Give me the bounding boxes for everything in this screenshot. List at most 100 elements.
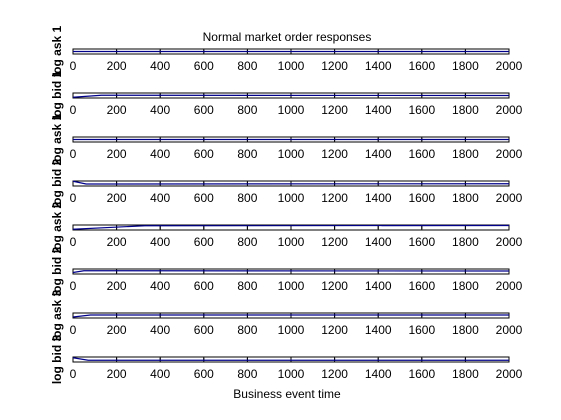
- x-tick-label: 600: [194, 367, 214, 381]
- subplot-6: 0 200 400 600 800 1000 1200 1400 1600 1800 2000 log…: [50, 247, 523, 297]
- x-tick-label: 1400: [365, 147, 392, 161]
- x-tick-label: 400: [150, 191, 170, 205]
- x-tick-label: 600: [194, 279, 214, 293]
- x-tick-label: 1400: [365, 191, 392, 205]
- y-axis-label: log ask 3: [50, 289, 64, 341]
- x-tick-label: 1400: [365, 323, 392, 337]
- series-line: [72, 94, 510, 98]
- x-tick-label: 2000: [496, 103, 523, 117]
- x-tick-label: 1200: [321, 279, 348, 293]
- x-tick-label: 1800: [452, 235, 479, 249]
- x-tick-label: 200: [107, 103, 127, 117]
- x-tick-label: 600: [194, 191, 214, 205]
- subplot-2: 0 200 400 600 800 1000 1200 1400 1600 1800 2000 log…: [50, 71, 523, 121]
- x-tick-label: 1800: [452, 191, 479, 205]
- x-tick-label: 800: [237, 323, 257, 337]
- x-tick-label: 1600: [408, 103, 435, 117]
- x-tick-label: 400: [150, 323, 170, 337]
- x-tick-label: 1200: [321, 147, 348, 161]
- x-tick-label: 2000: [496, 367, 523, 381]
- x-tick-label: 2000: [496, 323, 523, 337]
- x-tick-label: 0: [70, 323, 77, 337]
- x-tick-label: 200: [107, 235, 127, 249]
- series-line: [72, 180, 510, 185]
- x-tick-label: 400: [150, 235, 170, 249]
- x-tick-label: 800: [237, 279, 257, 293]
- x-tick-label: 1200: [321, 323, 348, 337]
- y-axis-label: log bid 1: [50, 71, 64, 121]
- x-tick-label: 400: [150, 367, 170, 381]
- x-tick-label: 0: [70, 147, 77, 161]
- x-tick-label: 600: [194, 147, 214, 161]
- x-tick-label: 800: [237, 59, 257, 73]
- y-axis-label: log bid 3: [50, 335, 64, 385]
- subplot-7: 0 200 400 600 800 1000 1200 1400 1600 1800 2000 log…: [50, 289, 523, 341]
- x-tick-label: 1400: [365, 235, 392, 249]
- subplot-1: 0 200 400 600 800 1000 1200 1400 1600 1800 2000 log…: [50, 25, 523, 77]
- x-tick-label: 1000: [278, 235, 305, 249]
- x-tick-label: 1800: [452, 279, 479, 293]
- x-tick-label: 1000: [278, 191, 305, 205]
- x-tick-label: 1000: [278, 147, 305, 161]
- series-line: [72, 224, 510, 230]
- x-tick-label: 200: [107, 367, 127, 381]
- series-line: [72, 270, 510, 274]
- x-tick-label: 1600: [408, 59, 435, 73]
- x-tick-label: 800: [237, 103, 257, 117]
- x-tick-label: 1400: [365, 279, 392, 293]
- subplot-5: 0 200 400 600 800 1000 1200 1400 1600 1800 2000 log…: [50, 201, 523, 253]
- x-tick-label: 1000: [278, 279, 305, 293]
- x-tick-label: 1600: [408, 147, 435, 161]
- x-tick-label: 1000: [278, 103, 305, 117]
- x-tick-label: 600: [194, 103, 214, 117]
- subplot-3: 0 200 400 600 800 1000 1200 1400 1600 1800 2000 log…: [50, 113, 523, 165]
- x-tick-label: 1000: [278, 59, 305, 73]
- x-tick-label: 400: [150, 279, 170, 293]
- x-tick-label: 800: [237, 191, 257, 205]
- x-tick-label: 1600: [408, 367, 435, 381]
- x-tick-label: 200: [107, 279, 127, 293]
- x-tick-label: 0: [70, 59, 77, 73]
- y-axis-label: log ask 1: [50, 113, 64, 165]
- x-tick-label: 2000: [496, 59, 523, 73]
- x-tick-label: 0: [70, 279, 77, 293]
- x-tick-label: 1600: [408, 191, 435, 205]
- x-tick-label: 1800: [452, 323, 479, 337]
- x-tick-label: 0: [70, 367, 77, 381]
- series-line: [72, 314, 509, 318]
- y-axis-label: log ask 2: [50, 201, 64, 253]
- x-tick-label: 800: [237, 367, 257, 381]
- x-tick-label: 400: [150, 103, 170, 117]
- x-tick-label: 600: [194, 323, 214, 337]
- x-tick-label: 1400: [365, 103, 392, 117]
- subplot-stack: 0 200 400 600 800 1000 1200 1400 1600 1800 2000log…: [50, 25, 523, 384]
- x-tick-label: 200: [107, 59, 127, 73]
- x-tick-label: 1200: [321, 191, 348, 205]
- x-tick-label: 1000: [278, 367, 305, 381]
- subplot-4: 0 200 400 600 800 1000 1200 1400 1600 1800 2000 log…: [50, 159, 523, 209]
- x-tick-label: 1200: [321, 103, 348, 117]
- x-tick-label: 400: [150, 59, 170, 73]
- x-tick-label: 800: [237, 147, 257, 161]
- x-tick-label: 1800: [452, 147, 479, 161]
- x-tick-label: 1800: [452, 367, 479, 381]
- x-tick-label: 1800: [452, 103, 479, 117]
- x-tick-label: 200: [107, 323, 127, 337]
- x-tick-label: 2000: [496, 235, 523, 249]
- y-axis-label: log bid 2: [50, 159, 64, 209]
- y-axis-label: log ask 1: [50, 25, 64, 77]
- x-tick-label: 600: [194, 59, 214, 73]
- x-tick-label: 1000: [278, 323, 305, 337]
- x-tick-label: 2000: [496, 147, 523, 161]
- x-tick-label: 0: [70, 191, 77, 205]
- x-tick-label: 1800: [452, 59, 479, 73]
- chart-title: Normal market order responses: [203, 30, 372, 44]
- x-tick-label: 600: [194, 235, 214, 249]
- x-tick-label: 800: [237, 235, 257, 249]
- series-line: [72, 357, 509, 361]
- x-tick-label: 2000: [496, 279, 523, 293]
- x-tick-label: 1600: [408, 323, 435, 337]
- x-tick-label: 400: [150, 147, 170, 161]
- x-tick-label: 1200: [321, 59, 348, 73]
